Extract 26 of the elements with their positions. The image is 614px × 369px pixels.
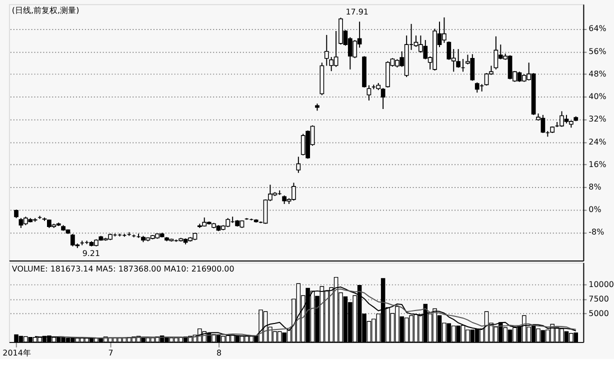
y-tick-label: 24%: [588, 137, 607, 146]
y-tick-label: -8%: [588, 228, 605, 237]
candlestick: [366, 84, 372, 102]
y-tick-label: 56%: [588, 46, 607, 56]
y-tick-label: 8%: [588, 182, 602, 192]
y-tick-label: 32%: [588, 114, 607, 124]
annotation: 17.91: [346, 8, 368, 17]
chart-title: VOLUME: 181673.14 MA5: 187368.00 MA10: 216900.00: [12, 264, 234, 274]
x-tick-label: 8: [216, 348, 222, 358]
annotation: 9.21: [82, 248, 100, 258]
candlestick: [296, 156, 301, 174]
y-tick-label: 10000: [588, 280, 614, 290]
chart-title: (日线,前复权,测量): [12, 6, 80, 16]
y-tick-label: 64%: [588, 24, 607, 34]
y-tick-label: 40%: [588, 92, 607, 102]
candlestick: [329, 56, 334, 72]
y-tick-label: 7500: [588, 294, 609, 304]
x-tick-label: 7: [108, 348, 114, 358]
candlestick: [474, 82, 480, 94]
y-tick-label: 48%: [588, 69, 607, 78]
y-tick-label: 5000: [588, 308, 609, 318]
x-tick-label: 2014年: [2, 348, 31, 358]
y-tick-label: 0%: [588, 205, 602, 214]
y-tick-label: 16%: [588, 160, 607, 169]
candlestick: [380, 88, 386, 110]
candlestick: [324, 34, 329, 66]
